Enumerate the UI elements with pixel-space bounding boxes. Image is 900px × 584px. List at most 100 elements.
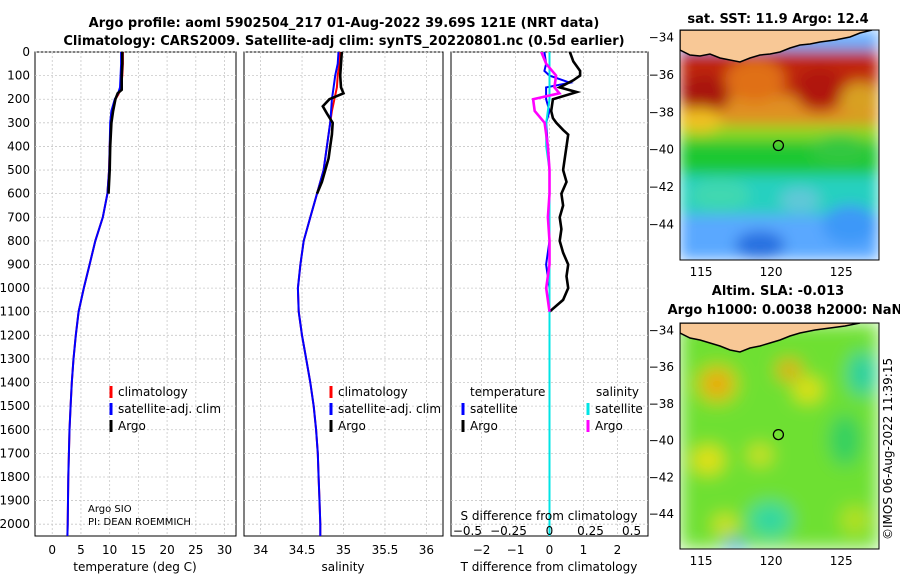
x-tick-label: 34 (253, 543, 268, 557)
x-tick-label: 35 (336, 543, 351, 557)
map-lat-label: −34 (649, 323, 674, 337)
sst-map-frame (679, 29, 880, 261)
s-diff-tick-label: 0 (546, 524, 554, 538)
pressure-tick-label: 800 (7, 234, 30, 248)
credit-institution: Argo SIO (88, 504, 132, 515)
pressure-tick-label: 1700 (0, 446, 30, 460)
pressure-tick-label: 1800 (0, 470, 30, 484)
pressure-tick-label: 2000 (0, 517, 30, 531)
legend-s-satellite-label: satellite (595, 402, 643, 416)
pressure-tick-label: 1500 (0, 399, 30, 413)
figure-title-line1: Argo profile: aoml 5902504_217 01-Aug-20… (89, 16, 600, 31)
pressure-tick-label: 700 (7, 210, 30, 224)
x-tick-label: −1 (507, 543, 525, 557)
map-lat-label: −34 (649, 30, 674, 44)
sla-map (680, 323, 879, 549)
pressure-tick-label: 200 (7, 92, 30, 106)
x-tick-label: 10 (102, 543, 117, 557)
temperature-argo-line (107, 52, 124, 194)
sla-map-tick-labels: −34 −36 −38 −40 −42 −44 115 120 125 (649, 323, 853, 568)
s-difference-tick-labels: −0.5 −0.25 0 0.25 0.5 (453, 524, 641, 538)
pressure-tick-labels: 0 100 200 300 400 500 600 700 800 900 1000 1100 1200… (0, 45, 30, 531)
credit-pi: PI: DEAN ROEMMICH (88, 517, 191, 528)
map-lat-label: −44 (649, 507, 674, 521)
pressure-tick-label: 400 (7, 139, 30, 153)
map-lat-label: −36 (649, 360, 674, 374)
map-lon-label: 120 (760, 554, 783, 568)
x-tick-label: 36 (419, 543, 434, 557)
x-tick-label: 5 (77, 543, 85, 557)
temperature-legend: climatology satellite-adj. clim Argo (109, 385, 221, 433)
x-tick-label: 0 (48, 543, 56, 557)
legend-s-argo-label: Argo (595, 419, 623, 433)
pressure-tick-label: 1600 (0, 423, 30, 437)
pressure-tick-label: 1200 (0, 328, 30, 342)
sla-map-title2: Argo h1000: 0.0038 h2000: NaN (668, 303, 900, 318)
x-tick-label: 35.5 (372, 543, 399, 557)
salinity-axis-label: salinity (321, 560, 364, 574)
x-tick-label: 25 (188, 543, 203, 557)
pressure-tick-label: 1900 (0, 494, 30, 508)
x-tick-labels: 0 5 10 15 20 25 30 34 34.5 35 35.5 36 −2 −1 0 1 2 (48, 543, 621, 557)
legend-salinity-title: salinity (596, 385, 639, 399)
pressure-tick-label: 0 (22, 45, 30, 59)
pressure-tick-label: 100 (7, 69, 30, 83)
difference-t_argo-line (548, 52, 582, 313)
legend-t-argo-label: Argo (470, 419, 498, 433)
copyright-timestamp: ©IMOS 06-Aug-2022 11:39:15 (881, 358, 895, 540)
salinity-legend: climatology satellite-adj. clim Argo (329, 385, 441, 433)
sla-map-frame (679, 322, 880, 550)
x-tick-label: 15 (131, 543, 146, 557)
map-lat-label: −40 (649, 143, 674, 157)
x-tick-label: 1 (580, 543, 588, 557)
pressure-tick-label: 600 (7, 187, 30, 201)
x-tick-label: 34.5 (289, 543, 316, 557)
s-diff-tick-label: 0.5 (622, 524, 641, 538)
map-lat-label: −40 (649, 434, 674, 448)
legend-satellite-label: satellite-adj. clim (118, 402, 221, 416)
difference-s_argo-line (531, 52, 562, 312)
pressure-tick-label: 300 (7, 116, 30, 130)
x-tick-label: 2 (614, 543, 622, 557)
pressure-tick-label: 1400 (0, 376, 30, 390)
pressure-tick-label: 1000 (0, 281, 30, 295)
x-tick-label: −2 (473, 543, 491, 557)
map-lat-label: −38 (649, 105, 674, 119)
s-difference-axis-label: S difference from climatology (461, 509, 638, 523)
temperature-axes (34, 51, 237, 537)
salinity-argo-line (315, 52, 346, 195)
legend-climatology-label: climatology (338, 385, 408, 399)
map-lat-label: −44 (649, 217, 674, 231)
s-diff-tick-label: −0.5 (453, 524, 482, 538)
x-tick-label: 0 (546, 543, 554, 557)
s-diff-tick-label: −0.25 (490, 524, 527, 538)
map-lon-label: 120 (760, 265, 783, 279)
legend-argo-label: Argo (338, 419, 366, 433)
map-lat-label: −36 (649, 68, 674, 82)
t-difference-axis-label: T difference from climatology (460, 560, 638, 574)
legend-temperature-title: temperature (470, 385, 545, 399)
sst-map (680, 30, 879, 260)
pressure-tick-label: 1100 (0, 305, 30, 319)
map-lat-label: −42 (649, 180, 674, 194)
pressure-tick-label: 900 (7, 257, 30, 271)
figure-title-line2: Climatology: CARS2009. Satellite-adj cli… (63, 34, 624, 49)
map-lat-label: −38 (649, 397, 674, 411)
map-lon-label: 115 (690, 554, 713, 568)
map-lon-label: 125 (830, 554, 853, 568)
s-diff-tick-label: 0.25 (577, 524, 604, 538)
sst-land (680, 30, 873, 63)
legend-climatology-label: climatology (118, 385, 188, 399)
temperature-axis-label: temperature (deg C) (73, 560, 196, 574)
x-tick-label: 30 (217, 543, 232, 557)
pressure-tick-label: 1300 (0, 352, 30, 366)
legend-argo-label: Argo (118, 419, 146, 433)
profile-lines (66, 52, 582, 536)
pressure-tick-label: 500 (7, 163, 30, 177)
sst-map-tick-labels: −34 −36 −38 −40 −42 −44 115 120 125 (649, 30, 853, 279)
legend-t-satellite-label: satellite (470, 402, 518, 416)
x-tick-label: 20 (159, 543, 174, 557)
map-lon-label: 115 (690, 265, 713, 279)
sst-map-title: sat. SST: 11.9 Argo: 12.4 (687, 12, 868, 27)
